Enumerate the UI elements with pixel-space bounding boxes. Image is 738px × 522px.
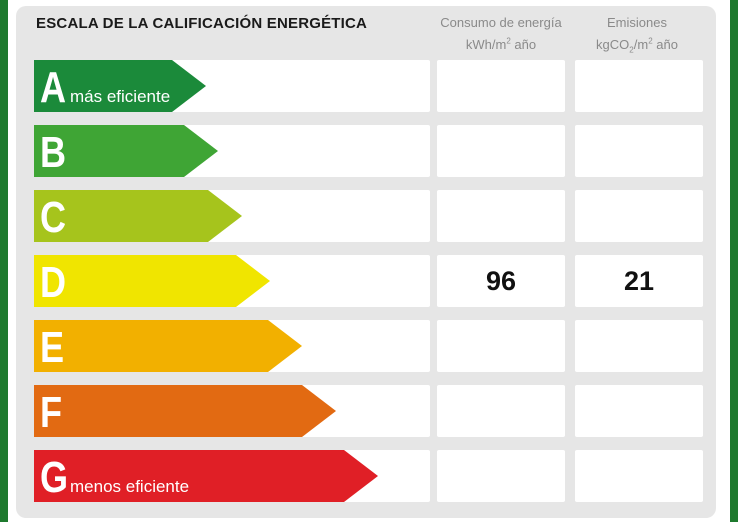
emisiones-cell-a xyxy=(575,60,703,112)
emisiones-cell-e xyxy=(575,320,703,372)
rating-arrow-e: E xyxy=(34,320,302,372)
rating-letter-b: B xyxy=(40,128,67,177)
emisiones-cell-f xyxy=(575,385,703,437)
emisiones-cell-c xyxy=(575,190,703,242)
consumo-cell-a xyxy=(437,60,565,112)
rating-letter-e: E xyxy=(40,323,65,372)
emisiones-cell-b xyxy=(575,125,703,177)
page-title: ESCALA DE LA CALIFICACIÓN ENERGÉTICA xyxy=(36,15,368,32)
consumo-title: Consumo de energía xyxy=(440,15,562,30)
emisiones-cell-d: 21 xyxy=(575,255,703,307)
rating-arrow-b: B xyxy=(34,125,218,177)
emisiones-cell-g xyxy=(575,450,703,502)
rating-arrow-c: C xyxy=(34,190,242,242)
consumo-cell-e xyxy=(437,320,565,372)
rating-letter-g: G xyxy=(40,453,69,502)
rating-arrow-f: F xyxy=(34,385,336,437)
rating-letter-a: A xyxy=(40,63,67,112)
emisiones-unit: kgCO2/m2 año xyxy=(596,36,678,55)
emisiones-title: Emisiones xyxy=(607,15,667,30)
rating-arrow-d: D xyxy=(34,255,270,307)
consumo-cell-f xyxy=(437,385,565,437)
column-header-consumo: Consumo de energía kWh/m2 año xyxy=(434,12,568,56)
rating-letter-c: C xyxy=(40,193,67,242)
rating-label-g: menos eficiente xyxy=(70,477,190,496)
consumo-cell-b xyxy=(437,125,565,177)
consumo-cell-g xyxy=(437,450,565,502)
column-header-emisiones: Emisiones kgCO2/m2 año xyxy=(572,12,702,56)
rating-letter-d: D xyxy=(40,258,67,307)
rating-letter-f: F xyxy=(40,388,63,437)
consumo-cell-c xyxy=(437,190,565,242)
consumo-unit: kWh/m2 año xyxy=(465,36,537,52)
rating-label-a: más eficiente xyxy=(70,87,171,106)
consumo-cell-d: 96 xyxy=(437,255,565,307)
